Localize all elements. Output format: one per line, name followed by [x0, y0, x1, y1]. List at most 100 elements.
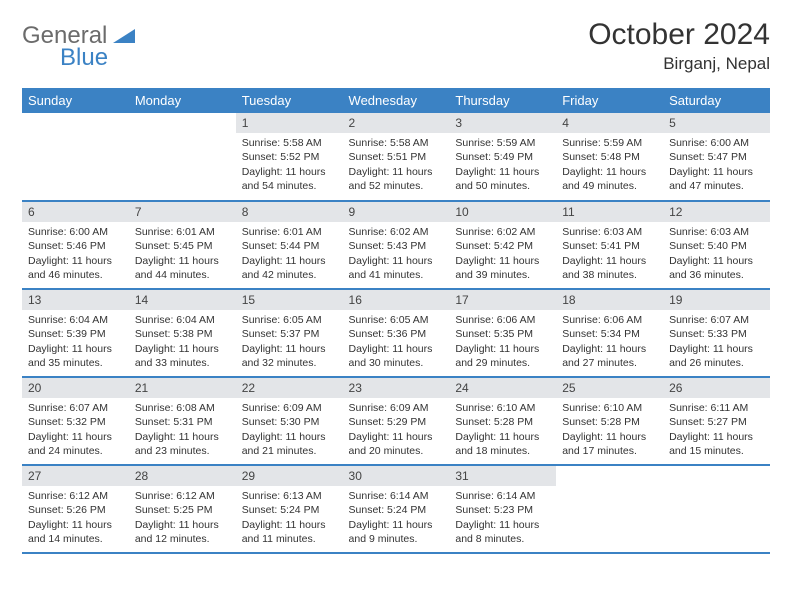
- day-number: 22: [236, 378, 343, 398]
- calendar-day: 2Sunrise: 5:58 AMSunset: 5:51 PMDaylight…: [343, 113, 450, 201]
- day-details: Sunrise: 6:03 AMSunset: 5:40 PMDaylight:…: [663, 222, 770, 286]
- calendar-day: 11Sunrise: 6:03 AMSunset: 5:41 PMDayligh…: [556, 201, 663, 289]
- day-details: Sunrise: 6:07 AMSunset: 5:32 PMDaylight:…: [22, 398, 129, 462]
- day-details: Sunrise: 6:06 AMSunset: 5:34 PMDaylight:…: [556, 310, 663, 374]
- day-number: 28: [129, 466, 236, 486]
- calendar-day: 21Sunrise: 6:08 AMSunset: 5:31 PMDayligh…: [129, 377, 236, 465]
- calendar-row: 13Sunrise: 6:04 AMSunset: 5:39 PMDayligh…: [22, 289, 770, 377]
- day-details: Sunrise: 5:59 AMSunset: 5:48 PMDaylight:…: [556, 133, 663, 197]
- month-title: October 2024: [588, 18, 770, 52]
- day-details: Sunrise: 6:05 AMSunset: 5:37 PMDaylight:…: [236, 310, 343, 374]
- calendar-day: 31Sunrise: 6:14 AMSunset: 5:23 PMDayligh…: [449, 465, 556, 553]
- calendar-day: 25Sunrise: 6:10 AMSunset: 5:28 PMDayligh…: [556, 377, 663, 465]
- calendar-day: 20Sunrise: 6:07 AMSunset: 5:32 PMDayligh…: [22, 377, 129, 465]
- calendar-empty: [22, 113, 129, 201]
- day-details: Sunrise: 6:01 AMSunset: 5:44 PMDaylight:…: [236, 222, 343, 286]
- day-number: 1: [236, 113, 343, 133]
- day-details: Sunrise: 6:07 AMSunset: 5:33 PMDaylight:…: [663, 310, 770, 374]
- calendar-day: 14Sunrise: 6:04 AMSunset: 5:38 PMDayligh…: [129, 289, 236, 377]
- day-details: Sunrise: 6:03 AMSunset: 5:41 PMDaylight:…: [556, 222, 663, 286]
- day-details: Sunrise: 6:05 AMSunset: 5:36 PMDaylight:…: [343, 310, 450, 374]
- calendar-day: 15Sunrise: 6:05 AMSunset: 5:37 PMDayligh…: [236, 289, 343, 377]
- day-number: 30: [343, 466, 450, 486]
- calendar-day: 1Sunrise: 5:58 AMSunset: 5:52 PMDaylight…: [236, 113, 343, 201]
- day-details: Sunrise: 6:12 AMSunset: 5:25 PMDaylight:…: [129, 486, 236, 550]
- calendar-day: 13Sunrise: 6:04 AMSunset: 5:39 PMDayligh…: [22, 289, 129, 377]
- day-details: Sunrise: 5:58 AMSunset: 5:52 PMDaylight:…: [236, 133, 343, 197]
- day-number: 8: [236, 202, 343, 222]
- calendar-day: 24Sunrise: 6:10 AMSunset: 5:28 PMDayligh…: [449, 377, 556, 465]
- day-number: 5: [663, 113, 770, 133]
- calendar-day: 17Sunrise: 6:06 AMSunset: 5:35 PMDayligh…: [449, 289, 556, 377]
- calendar-body: 1Sunrise: 5:58 AMSunset: 5:52 PMDaylight…: [22, 113, 770, 553]
- day-details: Sunrise: 6:00 AMSunset: 5:46 PMDaylight:…: [22, 222, 129, 286]
- calendar-day: 3Sunrise: 5:59 AMSunset: 5:49 PMDaylight…: [449, 113, 556, 201]
- calendar-day: 27Sunrise: 6:12 AMSunset: 5:26 PMDayligh…: [22, 465, 129, 553]
- calendar-day: 29Sunrise: 6:13 AMSunset: 5:24 PMDayligh…: [236, 465, 343, 553]
- calendar-day: 9Sunrise: 6:02 AMSunset: 5:43 PMDaylight…: [343, 201, 450, 289]
- day-number: 26: [663, 378, 770, 398]
- day-number: 23: [343, 378, 450, 398]
- day-number: 2: [343, 113, 450, 133]
- logo-part2: Blue: [60, 44, 108, 72]
- day-number: 7: [129, 202, 236, 222]
- day-details: Sunrise: 6:08 AMSunset: 5:31 PMDaylight:…: [129, 398, 236, 462]
- day-details: Sunrise: 6:11 AMSunset: 5:27 PMDaylight:…: [663, 398, 770, 462]
- weekday-header: Sunday: [22, 88, 129, 113]
- title-block: October 2024 Birganj, Nepal: [588, 18, 770, 74]
- day-number: 29: [236, 466, 343, 486]
- day-number: 18: [556, 290, 663, 310]
- day-number: 21: [129, 378, 236, 398]
- day-details: Sunrise: 6:14 AMSunset: 5:24 PMDaylight:…: [343, 486, 450, 550]
- header: General October 2024 Birganj, Nepal: [22, 18, 770, 74]
- day-number: 11: [556, 202, 663, 222]
- day-details: Sunrise: 6:02 AMSunset: 5:42 PMDaylight:…: [449, 222, 556, 286]
- calendar-day: 30Sunrise: 6:14 AMSunset: 5:24 PMDayligh…: [343, 465, 450, 553]
- day-number: 13: [22, 290, 129, 310]
- calendar-empty: [663, 465, 770, 553]
- day-number: 14: [129, 290, 236, 310]
- day-number: 27: [22, 466, 129, 486]
- day-details: Sunrise: 6:10 AMSunset: 5:28 PMDaylight:…: [449, 398, 556, 462]
- day-number: 4: [556, 113, 663, 133]
- calendar-day: 23Sunrise: 6:09 AMSunset: 5:29 PMDayligh…: [343, 377, 450, 465]
- day-details: Sunrise: 6:14 AMSunset: 5:23 PMDaylight:…: [449, 486, 556, 550]
- day-details: Sunrise: 6:09 AMSunset: 5:29 PMDaylight:…: [343, 398, 450, 462]
- calendar-day: 28Sunrise: 6:12 AMSunset: 5:25 PMDayligh…: [129, 465, 236, 553]
- day-details: Sunrise: 5:58 AMSunset: 5:51 PMDaylight:…: [343, 133, 450, 197]
- weekday-header: Saturday: [663, 88, 770, 113]
- day-number: 16: [343, 290, 450, 310]
- day-details: Sunrise: 6:04 AMSunset: 5:38 PMDaylight:…: [129, 310, 236, 374]
- calendar-day: 22Sunrise: 6:09 AMSunset: 5:30 PMDayligh…: [236, 377, 343, 465]
- calendar-table: SundayMondayTuesdayWednesdayThursdayFrid…: [22, 88, 770, 554]
- calendar-day: 4Sunrise: 5:59 AMSunset: 5:48 PMDaylight…: [556, 113, 663, 201]
- calendar-day: 8Sunrise: 6:01 AMSunset: 5:44 PMDaylight…: [236, 201, 343, 289]
- day-number: 19: [663, 290, 770, 310]
- day-number: 15: [236, 290, 343, 310]
- calendar-day: 5Sunrise: 6:00 AMSunset: 5:47 PMDaylight…: [663, 113, 770, 201]
- day-number: 10: [449, 202, 556, 222]
- day-number: 12: [663, 202, 770, 222]
- day-details: Sunrise: 6:12 AMSunset: 5:26 PMDaylight:…: [22, 486, 129, 550]
- calendar-day: 6Sunrise: 6:00 AMSunset: 5:46 PMDaylight…: [22, 201, 129, 289]
- calendar-row: 6Sunrise: 6:00 AMSunset: 5:46 PMDaylight…: [22, 201, 770, 289]
- day-number: 6: [22, 202, 129, 222]
- day-number: 24: [449, 378, 556, 398]
- weekday-header: Monday: [129, 88, 236, 113]
- calendar-empty: [556, 465, 663, 553]
- day-number: 3: [449, 113, 556, 133]
- calendar-day: 18Sunrise: 6:06 AMSunset: 5:34 PMDayligh…: [556, 289, 663, 377]
- day-details: Sunrise: 6:02 AMSunset: 5:43 PMDaylight:…: [343, 222, 450, 286]
- calendar-day: 10Sunrise: 6:02 AMSunset: 5:42 PMDayligh…: [449, 201, 556, 289]
- weekday-header: Thursday: [449, 88, 556, 113]
- calendar-day: 26Sunrise: 6:11 AMSunset: 5:27 PMDayligh…: [663, 377, 770, 465]
- day-details: Sunrise: 6:09 AMSunset: 5:30 PMDaylight:…: [236, 398, 343, 462]
- location: Birganj, Nepal: [588, 54, 770, 74]
- day-number: 17: [449, 290, 556, 310]
- day-details: Sunrise: 6:13 AMSunset: 5:24 PMDaylight:…: [236, 486, 343, 550]
- day-number: 25: [556, 378, 663, 398]
- day-details: Sunrise: 5:59 AMSunset: 5:49 PMDaylight:…: [449, 133, 556, 197]
- calendar-day: 12Sunrise: 6:03 AMSunset: 5:40 PMDayligh…: [663, 201, 770, 289]
- day-details: Sunrise: 6:10 AMSunset: 5:28 PMDaylight:…: [556, 398, 663, 462]
- weekday-header: Wednesday: [343, 88, 450, 113]
